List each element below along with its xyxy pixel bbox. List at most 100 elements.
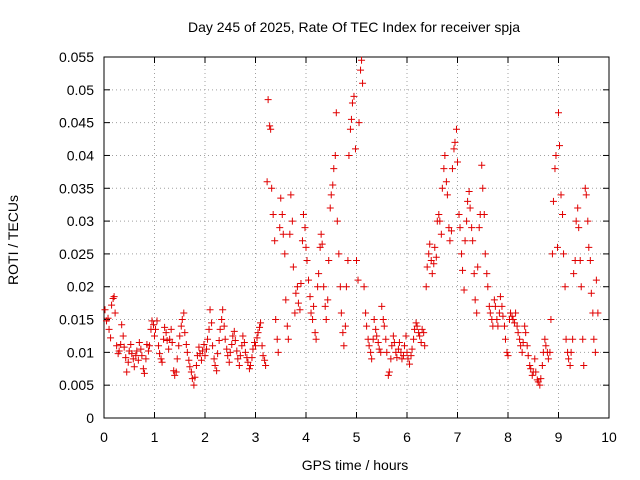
data-point-plus (513, 322, 521, 330)
data-point-plus (337, 309, 345, 317)
data-point-plus (355, 119, 363, 127)
data-point-plus (117, 340, 125, 348)
data-point-plus (240, 339, 248, 347)
data-point-plus (239, 332, 247, 340)
data-point-plus (299, 211, 307, 219)
data-point-plus (422, 283, 430, 291)
data-point-plus (423, 263, 431, 271)
data-point-plus (403, 348, 411, 356)
data-point-plus (544, 355, 552, 363)
data-point-plus (271, 237, 279, 245)
data-point-plus (306, 293, 314, 301)
data-point-plus (333, 217, 341, 225)
data-point-plus (383, 348, 391, 356)
data-point-plus (587, 289, 595, 297)
data-point-plus (277, 194, 285, 202)
data-point-plus (455, 211, 463, 219)
data-point-plus (272, 316, 280, 324)
data-point-plus (123, 368, 131, 376)
data-point-plus (286, 230, 294, 238)
data-point-plus (435, 211, 443, 219)
data-point-plus (465, 188, 473, 196)
data-point-plus (592, 276, 600, 284)
data-point-plus (463, 217, 471, 225)
data-point-plus (342, 283, 350, 291)
data-point-plus (335, 250, 343, 258)
data-point-plus (428, 270, 436, 278)
data-point-plus (124, 358, 132, 366)
data-point-plus (118, 321, 126, 329)
data-point-plus (373, 332, 381, 340)
data-point-plus (107, 334, 115, 342)
data-point-plus (372, 325, 380, 333)
data-point-plus (292, 289, 300, 297)
data-point-plus (209, 342, 217, 350)
data-point-plus (216, 325, 224, 333)
data-point-plus (203, 345, 211, 353)
data-point-plus (151, 332, 158, 340)
data-point-plus (269, 211, 277, 219)
data-point-plus (281, 250, 289, 258)
data-point-plus (348, 99, 356, 107)
data-point-plus (205, 325, 213, 333)
data-point-plus (432, 253, 440, 261)
y-axis-label: ROTI / TECUs (5, 195, 21, 285)
data-point-plus (229, 332, 237, 340)
data-point-plus (585, 243, 593, 251)
data-point-plus (574, 204, 582, 212)
data-point-plus (469, 237, 477, 245)
data-point-plus (283, 322, 291, 330)
data-point-plus (512, 309, 520, 317)
data-point-plus (500, 322, 508, 330)
data-point-plus (387, 355, 395, 363)
data-point-plus (329, 181, 337, 189)
data-point-plus (546, 348, 554, 356)
data-point-plus (257, 319, 265, 327)
data-point-plus (210, 355, 218, 363)
data-point-plus (483, 270, 491, 278)
data-points (101, 56, 602, 389)
data-point-plus (441, 151, 449, 159)
data-point-plus (528, 371, 536, 379)
data-point-plus (378, 302, 386, 310)
data-point-plus (579, 335, 587, 343)
data-point-plus (211, 361, 219, 369)
data-point-plus (398, 355, 406, 363)
data-point-plus (119, 332, 127, 340)
data-point-plus (531, 355, 539, 363)
data-point-plus (557, 191, 565, 199)
data-point-plus (542, 342, 550, 350)
data-point-plus (454, 158, 461, 166)
y-tick-label: 0.05 (67, 82, 94, 98)
x-tick-label: 8 (504, 429, 512, 445)
data-point-plus (133, 347, 141, 355)
data-point-plus (157, 355, 165, 363)
y-tick-label: 0.045 (59, 115, 94, 131)
x-tick-label: 10 (601, 429, 617, 445)
data-point-plus (206, 306, 214, 314)
data-point-plus (261, 356, 269, 364)
data-point-plus (522, 329, 530, 337)
data-point-plus (185, 356, 193, 364)
x-tick-label: 0 (100, 429, 108, 445)
data-point-plus (508, 312, 516, 320)
data-point-plus (158, 358, 166, 366)
data-point-plus (374, 339, 382, 347)
data-point-plus (377, 348, 385, 356)
data-point-plus (471, 296, 479, 304)
data-point-plus (108, 301, 116, 309)
data-point-plus (191, 373, 199, 381)
data-point-plus (138, 352, 146, 360)
data-point-plus (370, 316, 378, 324)
data-point-plus (461, 237, 469, 245)
data-point-plus (176, 332, 184, 340)
data-point-plus (584, 217, 592, 225)
data-point-plus (110, 293, 118, 301)
data-point-plus (368, 355, 376, 363)
data-point-plus (354, 276, 362, 284)
data-point-plus (516, 335, 524, 343)
data-point-plus (400, 342, 408, 350)
data-point-plus (360, 283, 368, 291)
data-point-plus (443, 191, 451, 199)
